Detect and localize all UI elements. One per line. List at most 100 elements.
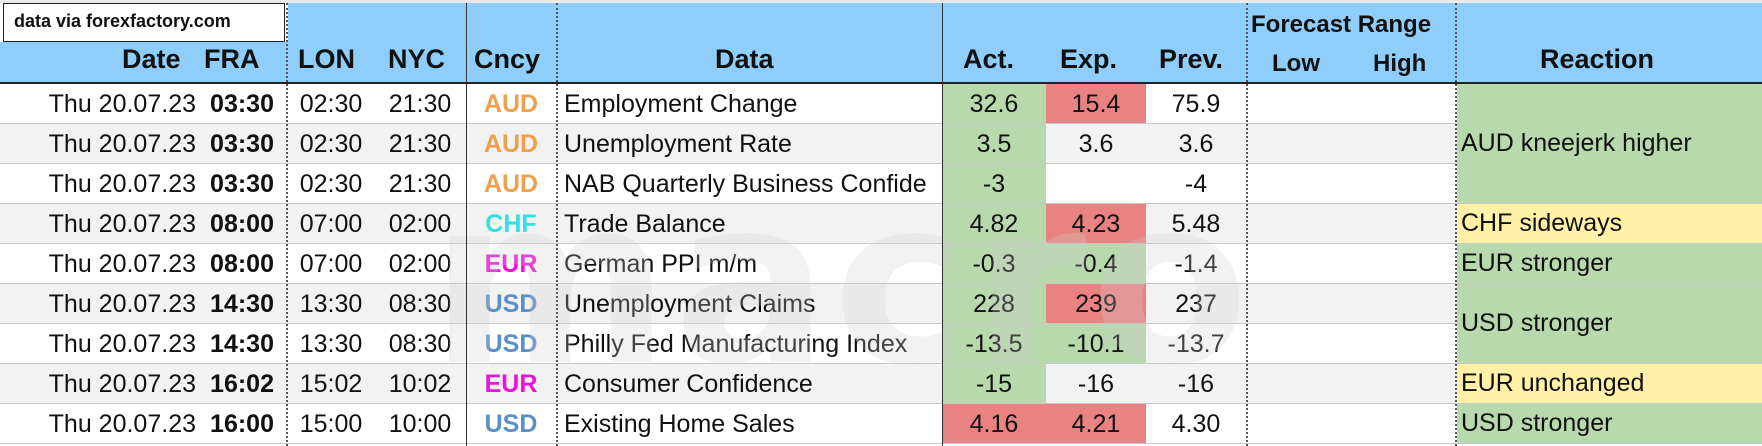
cell-exp: -16 <box>1077 370 1115 398</box>
header-bottom-border <box>0 82 1762 84</box>
cell-nyc: 08:30 <box>388 290 452 318</box>
cell-data: Philly Fed Manufacturing Index <box>564 330 908 358</box>
date-header-background <box>0 42 288 83</box>
header-data: Data <box>715 44 774 74</box>
cell-lon: 07:00 <box>299 210 363 238</box>
cell-exp: 4.23 <box>1071 210 1121 238</box>
cell-exp: 3.6 <box>1078 130 1114 158</box>
cell-act: 32.6 <box>969 90 1019 118</box>
act-highlight <box>942 204 1046 244</box>
table-row: Thu 20.07.23 03:30 02:30 21:30 AUD NAB Quarte… <box>0 164 1762 204</box>
cell-fra: 14:30 <box>210 330 274 358</box>
cell-lon: 13:30 <box>299 290 363 318</box>
column-separator <box>1246 3 1248 446</box>
act-highlight <box>942 324 1046 364</box>
cell-prev: 3.6 <box>1178 130 1214 158</box>
cell-data: German PPI m/m <box>564 250 758 278</box>
cell-act: -15 <box>975 370 1013 398</box>
cell-prev: 5.48 <box>1171 210 1221 238</box>
cell-nyc: 02:00 <box>388 210 452 238</box>
cell-prev: -16 <box>1177 370 1215 398</box>
reaction-cell: USD stronger <box>1457 284 1762 363</box>
row-divider <box>0 443 1762 444</box>
cell-prev: -1.4 <box>1174 250 1218 278</box>
cell-ccy: AUD <box>483 90 539 118</box>
cell-date: Thu 20.07.23 <box>48 170 196 198</box>
cell-date: Thu 20.07.23 <box>48 250 196 278</box>
row-divider <box>0 363 1762 364</box>
cell-prev: 237 <box>1175 290 1217 318</box>
cell-lon: 15:00 <box>299 410 363 438</box>
exp-highlight <box>1046 284 1146 324</box>
cell-nyc: 02:00 <box>388 250 452 278</box>
column-separator <box>556 3 558 446</box>
cell-exp: 239 <box>1075 290 1117 318</box>
header-expected: Exp. <box>1060 44 1118 74</box>
cell-act: -3 <box>982 170 1006 198</box>
cell-fra: 03:30 <box>210 90 274 118</box>
cell-fra: 16:02 <box>210 370 274 398</box>
cell-prev: -4 <box>1184 170 1208 198</box>
act-highlight <box>942 284 1046 324</box>
act-highlight <box>942 164 1046 204</box>
act-highlight <box>942 124 1046 164</box>
reaction-cell: USD stronger <box>1457 404 1762 443</box>
cell-prev: -13.7 <box>1167 330 1225 358</box>
header-forecast-range: Forecast Range <box>1251 11 1432 38</box>
cell-nyc: 21:30 <box>388 130 452 158</box>
cell-exp: 4.21 <box>1071 410 1121 438</box>
exp-highlight <box>1046 324 1146 364</box>
cell-date: Thu 20.07.23 <box>48 290 196 318</box>
header-reaction: Reaction <box>1540 44 1655 74</box>
row-divider <box>0 243 1762 244</box>
cell-ccy: CHF <box>485 210 537 238</box>
top-border <box>0 0 1762 3</box>
reaction-cell: CHF sideways <box>1457 204 1762 243</box>
cell-act: 3.5 <box>976 130 1012 158</box>
cell-lon: 02:30 <box>299 170 363 198</box>
cell-data: Existing Home Sales <box>564 410 795 438</box>
header-nyc: NYC <box>388 44 446 74</box>
act-highlight <box>942 364 1046 404</box>
source-label: data via forexfactory.com <box>14 11 231 31</box>
cell-nyc: 10:00 <box>388 410 452 438</box>
cell-act: 4.16 <box>969 410 1019 438</box>
cell-exp: -10.1 <box>1067 330 1125 358</box>
header-date: Date <box>122 44 181 74</box>
cell-lon: 15:02 <box>299 370 363 398</box>
column-separator <box>942 3 943 446</box>
header-high: High <box>1373 50 1427 77</box>
exp-highlight <box>1046 244 1146 284</box>
act-highlight <box>942 84 1046 124</box>
cell-act: 228 <box>973 290 1015 318</box>
cell-nyc: 21:30 <box>388 90 452 118</box>
row-divider <box>0 203 1762 204</box>
cell-ccy: AUD <box>483 130 539 158</box>
table-row: Thu 20.07.23 08:00 07:00 02:00 EUR German PPI… <box>0 244 1762 284</box>
column-separator <box>286 3 288 446</box>
act-highlight <box>942 244 1046 284</box>
header-low: Low <box>1272 50 1320 77</box>
cell-exp: -0.4 <box>1074 250 1118 278</box>
exp-highlight <box>1046 84 1146 124</box>
header-previous: Prev. <box>1159 44 1224 74</box>
exp-highlight <box>1046 204 1146 244</box>
cell-ccy: USD <box>484 410 538 438</box>
cell-date: Thu 20.07.23 <box>48 370 196 398</box>
cell-data: NAB Quarterly Business Confide <box>564 170 927 198</box>
cell-fra: 03:30 <box>210 130 274 158</box>
cell-act: 4.82 <box>969 210 1019 238</box>
cell-date: Thu 20.07.23 <box>48 330 196 358</box>
table-row: Thu 20.07.23 03:30 02:30 21:30 AUD Employment… <box>0 84 1762 124</box>
cell-lon: 13:30 <box>299 330 363 358</box>
cell-ccy: EUR <box>484 370 538 398</box>
cell-date: Thu 20.07.23 <box>48 410 196 438</box>
cell-fra: 08:00 <box>210 250 274 278</box>
cell-fra: 08:00 <box>210 210 274 238</box>
exp-highlight <box>1046 404 1146 444</box>
row-divider <box>0 283 1762 284</box>
header-lon: LON <box>298 44 355 74</box>
cell-lon: 07:00 <box>299 250 363 278</box>
reaction-cell: EUR unchanged <box>1457 364 1762 403</box>
cell-date: Thu 20.07.23 <box>48 130 196 158</box>
